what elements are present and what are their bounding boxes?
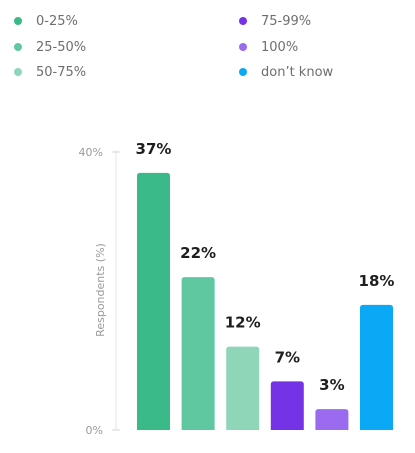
legend-entry-0-25: 0-25% (14, 11, 78, 31)
legend-entry-75-99: 75-99% (239, 11, 311, 31)
data-labels: 37% 22% 12% 7% 3% 18% (136, 140, 395, 394)
legend-entry-dont-know: don’t know (239, 62, 333, 82)
bar-series (137, 172, 393, 430)
legend-label-25-50: 25-50% (36, 39, 87, 55)
bar-25-50- (181, 277, 215, 430)
legend-label-0-25: 0-25% (36, 13, 78, 29)
legend-label-100: 100% (261, 39, 299, 55)
legend-entry-100: 100% (239, 37, 298, 57)
legend-label-50-75: 50-75% (36, 64, 87, 80)
legend-swatch-50-75 (14, 68, 22, 76)
y-tick-label: 0% (86, 424, 103, 437)
data-label: 22% (180, 244, 216, 262)
bar-75-99- (270, 381, 304, 430)
data-label: 3% (319, 376, 344, 394)
legend-entry-25-50: 25-50% (14, 37, 86, 57)
legend-swatch-dont-know (239, 68, 247, 76)
data-label: 7% (275, 348, 300, 366)
bar-100- (315, 409, 349, 430)
legend-label-dont-know: don’t know (261, 64, 334, 80)
legend-swatch-0-25 (14, 17, 22, 25)
y-axis-title: Respondents (%) (94, 243, 107, 337)
data-label: 12% (225, 314, 261, 332)
chart-legend: 0-25% 25-50% 50-75% 75-99% 100% don’t kn… (0, 0, 415, 90)
data-label: 37% (136, 140, 172, 158)
legend-swatch-25-50 (14, 43, 22, 51)
y-tick-label: 40% (79, 146, 103, 159)
bar-0-25- (137, 172, 170, 430)
data-label: 18% (359, 272, 395, 290)
legend-entry-50-75: 50-75% (14, 62, 86, 82)
legend-swatch-75-99 (239, 17, 247, 25)
bar-don-t-know (360, 304, 393, 430)
y-axis: 40% 0% Respondents (%) (79, 146, 120, 437)
bar-50-75- (226, 346, 260, 430)
legend-swatch-100 (239, 43, 247, 51)
legend-label-75-99: 75-99% (261, 13, 312, 29)
